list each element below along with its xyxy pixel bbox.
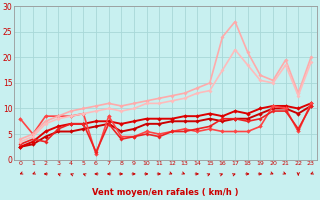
X-axis label: Vent moyen/en rafales ( km/h ): Vent moyen/en rafales ( km/h ) — [92, 188, 239, 197]
